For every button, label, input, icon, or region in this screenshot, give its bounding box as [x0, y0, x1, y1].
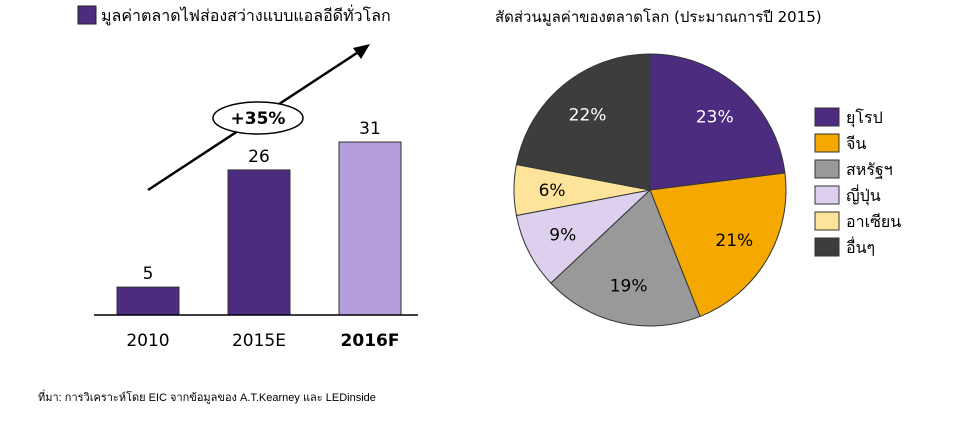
pie-chart: สัดส่วนมูลค่าของตลาดโลก (ประมาณการปี 201…	[495, 8, 901, 327]
bar-series: 5 2010 26 2015E 31 2016F	[116, 119, 402, 351]
pie-legend-label: ญี่ปุ่น	[846, 184, 881, 206]
pie-slice-0	[649, 53, 786, 191]
pie-slice-1	[649, 172, 787, 318]
growth-label: +35%	[231, 109, 286, 129]
pie-legend-swatch	[814, 133, 840, 153]
growth-arrow-head	[353, 44, 370, 59]
bar-value-label: 31	[359, 119, 381, 139]
bar-chart: มูลค่าตลาดไฟส่องสว่างแบบแอลอีดีทั่วโลก 5…	[77, 4, 418, 351]
source-note: ที่มา: การวิเคราะห์โดย EIC จากข้อมูลของ …	[38, 392, 376, 404]
x-tick-label: 2016F	[341, 331, 400, 351]
pie-legend-swatch	[814, 185, 840, 205]
x-tick-label: 2010	[126, 331, 169, 351]
pie-legend-swatch	[814, 237, 840, 257]
pie-slice-label: 22%	[569, 106, 607, 126]
pie-slice-5	[515, 53, 651, 191]
x-tick-label: 2015E	[232, 331, 286, 351]
pie-slice-label: 6%	[539, 181, 566, 201]
pie-slice-label: 9%	[549, 225, 576, 245]
bar-2010	[116, 286, 180, 316]
bar-value-label: 26	[248, 147, 270, 167]
bar-value-label: 5	[143, 264, 154, 284]
pie-legend-swatch	[814, 211, 840, 231]
bar-legend-label: มูลค่าตลาดไฟส่องสว่างแบบแอลอีดีทั่วโลก	[101, 4, 391, 26]
pie-slice-2	[550, 189, 701, 327]
bar-legend-swatch	[77, 5, 97, 25]
pie-legend-swatch	[814, 107, 840, 127]
pie-legend-label: อาเซียน	[846, 212, 901, 231]
pie-legend-swatch	[814, 159, 840, 179]
pie-labels: 23% 21% 19% 9% 6% 22%	[539, 106, 754, 297]
bar-2016F	[338, 141, 402, 316]
pie-legend-label: จีน	[846, 134, 866, 153]
pie-legend-label: ยุโรป	[846, 108, 883, 128]
pie-legend-label: อื่นๆ	[846, 236, 875, 257]
chart-canvas: มูลค่าตลาดไฟส่องสว่างแบบแอลอีดีทั่วโลก 5…	[77, 4, 901, 351]
growth-ellipse	[212, 101, 304, 135]
pie-slices	[513, 53, 787, 327]
pie-slice-label: 21%	[715, 231, 753, 251]
pie-legend-label: สหรัฐฯ	[846, 160, 893, 179]
pie-slice-label: 19%	[610, 277, 648, 297]
bar-2015E	[227, 169, 291, 316]
pie-slice-label: 23%	[696, 108, 734, 128]
pie-title: สัดส่วนมูลค่าของตลาดโลก (ประมาณการปี 201…	[495, 8, 822, 26]
